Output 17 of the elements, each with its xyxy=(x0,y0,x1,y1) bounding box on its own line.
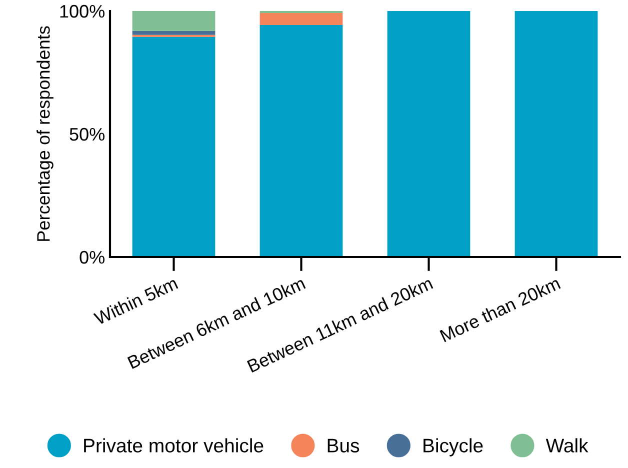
legend-label: Private motor vehicle xyxy=(84,438,264,452)
y-tick-label: 0% xyxy=(80,250,104,264)
x-tick-label: More than 20km xyxy=(439,276,561,342)
legend-label: Walk xyxy=(546,438,588,452)
bar xyxy=(514,11,598,257)
y-axis-title: Percentage of respondents xyxy=(36,26,54,241)
legend-label: Bus xyxy=(328,438,360,452)
legend-label: Bicycle xyxy=(424,438,483,456)
bar xyxy=(132,11,216,31)
bar xyxy=(132,30,216,35)
bar xyxy=(387,11,470,257)
bar xyxy=(132,36,216,257)
bar xyxy=(260,25,343,257)
y-tick-label: 50% xyxy=(70,128,104,141)
x-tick-label: Within 5km xyxy=(92,276,178,326)
bar xyxy=(260,12,343,26)
y-tick-label: 100% xyxy=(60,4,104,18)
